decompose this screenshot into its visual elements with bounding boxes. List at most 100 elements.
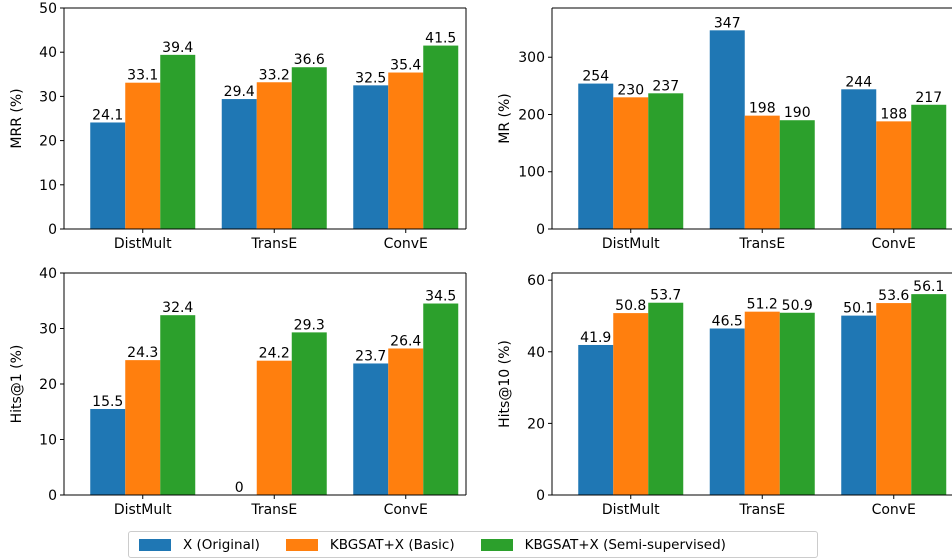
legend-item-original: X (Original) <box>139 537 260 553</box>
bar-hits10-distmult-s0 <box>578 344 614 495</box>
data-label-hits1-transe-s0: 0 <box>235 480 244 496</box>
data-label-mr-transe-s0: 347 <box>714 15 741 31</box>
data-label-hits1-transe-s2: 29.3 <box>294 317 325 333</box>
legend-item-basic: KBGSAT+X (Basic) <box>285 536 455 553</box>
x-tick-label-hits10-0: DistMult <box>602 502 660 518</box>
x-tick-label-mrr-1: TransE <box>250 236 297 252</box>
data-label-hits1-conve-s2: 34.5 <box>425 289 456 305</box>
data-label-mr-conve-s0: 244 <box>845 74 872 90</box>
data-label-mr-conve-s1: 188 <box>880 106 907 122</box>
y-tick-label-hits10-2: 40 <box>527 345 545 361</box>
legend: X (Original) KBGSAT+X (Basic) KBGSAT+X (… <box>128 531 818 558</box>
data-label-mr-transe-s1: 198 <box>749 101 776 117</box>
bar-hits1-distmult-s1 <box>125 360 161 495</box>
data-label-hits1-conve-s0: 23.7 <box>355 348 386 364</box>
data-label-hits10-distmult-s1: 50.8 <box>615 298 646 314</box>
bar-hits1-distmult-s0 <box>90 408 126 495</box>
bar-mr-transe-s1 <box>744 115 780 229</box>
data-label-mr-distmult-s0: 254 <box>582 69 609 85</box>
bar-hits1-conve-s1 <box>388 348 424 495</box>
data-label-hits10-transe-s2: 50.9 <box>782 298 813 314</box>
bar-mr-conve-s0 <box>841 89 877 229</box>
x-tick-label-mr-2: ConvE <box>872 236 916 252</box>
data-label-hits1-distmult-s2: 32.4 <box>162 300 193 316</box>
x-tick-label-mrr-0: DistMult <box>114 236 172 252</box>
x-tick-label-mrr-2: ConvE <box>384 236 428 252</box>
y-tick-label-mr-1: 100 <box>518 165 545 181</box>
y-tick-label-mrr-2: 20 <box>39 134 57 150</box>
x-tick-label-hits1-2: ConvE <box>384 502 428 518</box>
data-label-hits10-transe-s1: 51.2 <box>747 297 778 313</box>
bar-mr-distmult-s2 <box>648 93 684 229</box>
bar-mrr-distmult-s2 <box>160 54 196 229</box>
bar-mrr-transe-s0 <box>221 99 257 229</box>
bar-mrr-transe-s1 <box>256 82 292 229</box>
bar-mrr-distmult-s0 <box>90 122 126 229</box>
data-label-hits1-transe-s1: 24.2 <box>259 346 290 362</box>
y-axis-label-mrr: MRR (%) <box>9 88 25 148</box>
bar-mr-transe-s2 <box>779 120 815 229</box>
data-label-hits1-distmult-s0: 15.5 <box>92 394 123 410</box>
x-tick-label-hits1-1: TransE <box>250 502 297 518</box>
y-tick-label-hits10-3: 60 <box>527 273 545 289</box>
data-label-mrr-conve-s2: 41.5 <box>425 31 456 47</box>
data-label-hits10-conve-s0: 50.1 <box>843 301 874 317</box>
data-label-hits10-transe-s0: 46.5 <box>712 314 743 330</box>
data-label-mrr-distmult-s1: 33.1 <box>127 68 158 84</box>
data-label-hits10-distmult-s0: 41.9 <box>580 330 611 346</box>
y-tick-label-mrr-0: 0 <box>48 222 57 238</box>
legend-label-semi: KBGSAT+X (Semi-supervised) <box>524 536 726 553</box>
y-tick-label-mr-2: 200 <box>518 107 545 123</box>
data-label-mrr-conve-s1: 35.4 <box>390 58 421 74</box>
bar-hits1-conve-s2 <box>423 303 459 495</box>
y-tick-label-mrr-1: 10 <box>39 178 57 194</box>
bar-hits10-transe-s1 <box>744 311 780 495</box>
data-label-hits10-distmult-s2: 53.7 <box>650 288 681 304</box>
y-tick-label-mrr-4: 40 <box>39 45 57 61</box>
bar-mr-transe-s0 <box>709 30 745 229</box>
bar-hits1-conve-s0 <box>353 363 389 495</box>
bar-mr-distmult-s0 <box>578 83 614 229</box>
data-label-hits10-conve-s1: 53.6 <box>878 288 909 304</box>
bar-hits10-distmult-s2 <box>648 302 684 495</box>
data-label-mr-distmult-s1: 230 <box>617 82 644 98</box>
x-tick-label-hits10-1: TransE <box>738 502 785 518</box>
data-label-mrr-transe-s0: 29.4 <box>224 84 255 100</box>
y-tick-label-hits1-2: 20 <box>39 377 57 393</box>
data-label-mrr-conve-s0: 32.5 <box>355 70 386 86</box>
data-label-mrr-transe-s2: 36.6 <box>294 52 325 68</box>
x-tick-label-hits10-2: ConvE <box>872 502 916 518</box>
panel-mrr: 24.1 33.139.4 DistMult 29.433.236.6 TransE 32… <box>9 1 467 252</box>
y-tick-label-hits1-4: 40 <box>39 266 57 282</box>
bar-hits10-transe-s2 <box>779 312 815 495</box>
legend-swatch-basic <box>285 538 318 551</box>
y-tick-label-hits1-0: 0 <box>48 488 57 504</box>
y-tick-label-hits1-3: 30 <box>39 322 57 338</box>
data-label-hits1-conve-s1: 26.4 <box>390 333 421 349</box>
panel-mr: 254 230 237 DistMult 347 198 190 TransE 244 188 21… <box>497 7 952 252</box>
y-tick-label-mr-0: 0 <box>536 222 545 238</box>
legend-label-basic: KBGSAT+X (Basic) <box>329 536 455 553</box>
bar-hits10-conve-s1 <box>876 303 912 495</box>
y-axis-label-mr: MR (%) <box>497 93 513 143</box>
bar-mrr-distmult-s1 <box>125 82 161 229</box>
bar-hits1-transe-s1 <box>256 360 292 495</box>
legend-swatch-original <box>139 538 171 551</box>
bar-mrr-conve-s1 <box>388 72 424 229</box>
data-label-mr-transe-s2: 190 <box>784 105 811 121</box>
y-tick-label-mr-3: 300 <box>518 50 545 66</box>
bar-mrr-conve-s0 <box>353 85 389 229</box>
bar-mr-conve-s1 <box>876 121 912 229</box>
y-tick-label-hits10-1: 20 <box>527 416 545 432</box>
bar-mrr-transe-s2 <box>291 67 327 229</box>
bar-mr-conve-s2 <box>911 104 947 229</box>
legend-swatch-semi <box>480 538 513 551</box>
data-label-mrr-transe-s1: 33.2 <box>259 67 290 83</box>
bar-hits10-transe-s0 <box>709 328 745 495</box>
bar-mrr-conve-s2 <box>423 45 459 229</box>
bar-hits1-distmult-s2 <box>160 315 196 495</box>
y-axis-label-hits10: Hits@10 (%) <box>497 340 513 428</box>
data-label-hits10-conve-s2: 56.1 <box>913 279 944 295</box>
y-tick-label-hits1-1: 10 <box>39 433 57 449</box>
